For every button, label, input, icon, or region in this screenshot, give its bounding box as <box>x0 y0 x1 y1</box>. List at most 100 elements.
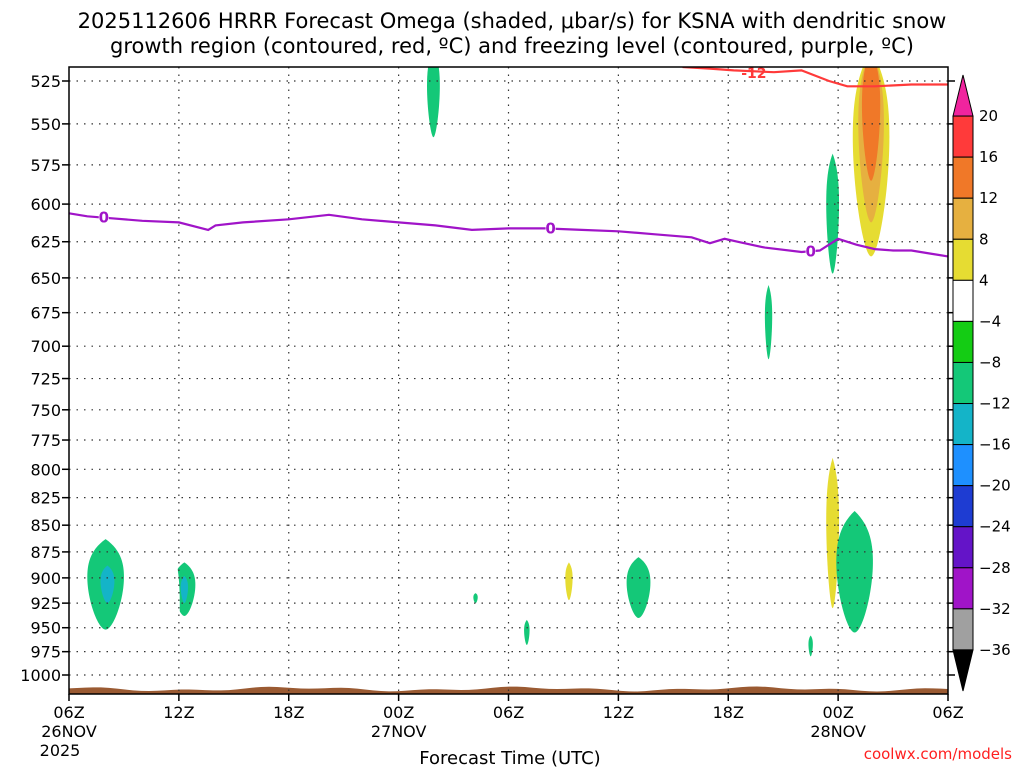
omega-region <box>180 575 189 604</box>
y-tick-label: 550 <box>30 115 61 134</box>
x-date-label: 28NOV <box>810 722 866 741</box>
x-date-label: 26NOV <box>41 722 97 741</box>
y-tick-label: 1000 <box>20 666 61 685</box>
omega-region <box>565 562 573 601</box>
colorbar-label: −24 <box>979 518 1011 536</box>
omega-region <box>904 577 912 614</box>
x-date-label: 27NOV <box>371 722 427 741</box>
x-tick-label: 18Z <box>273 703 304 722</box>
dendritic-growth-label: -12 <box>741 66 766 82</box>
x-tick-label: 06Z <box>53 703 84 722</box>
y-tick-label: 750 <box>30 401 61 420</box>
colorbar-label: 20 <box>979 107 998 125</box>
colorbar-segment <box>952 115 974 158</box>
y-tick-label: 700 <box>30 337 61 356</box>
omega-region <box>427 67 440 138</box>
x-year-label: 2025 <box>40 741 81 760</box>
omega-region <box>861 67 881 181</box>
omega-region <box>172 348 178 419</box>
colorbar-cap-bottom <box>952 649 974 692</box>
omega-region <box>826 457 840 609</box>
credit-text: coolwx.com/models <box>864 745 1012 763</box>
freezing-level-label: 0 <box>545 220 555 238</box>
freezing-level-line <box>68 212 949 258</box>
colorbar-label: −20 <box>979 477 1011 495</box>
colorbar-segment <box>952 156 974 199</box>
contour-layer: 0 0 0 -12 <box>68 66 949 260</box>
x-tick-label: 06Z <box>493 703 524 722</box>
omega-region <box>100 565 115 604</box>
y-tick-label: 675 <box>30 304 61 323</box>
y-tick-label: 775 <box>30 431 61 450</box>
colorbar-segment <box>952 444 974 487</box>
colorbar-label: 12 <box>979 189 998 207</box>
y-tick-label: 650 <box>30 269 61 288</box>
chart-title-line2: growth region (contoured, red, ºC) and f… <box>110 34 914 58</box>
colorbar-segment <box>952 403 974 446</box>
freezing-level-label-bg <box>805 244 816 258</box>
omega-region <box>836 510 873 633</box>
y-tick-label: 875 <box>30 543 61 562</box>
chart-title-line1: 2025112606 HRRR Forecast Omega (shaded, … <box>78 9 947 33</box>
colorbar-label: 4 <box>979 271 989 289</box>
y-tick-label: 600 <box>30 195 61 214</box>
colorbar-segment <box>952 567 974 610</box>
freezing-level-label-bg <box>98 210 109 224</box>
y-tick-label: 975 <box>30 643 61 662</box>
y-tick-label: 850 <box>30 516 61 535</box>
omega-region <box>473 593 478 604</box>
colorbar-label: −4 <box>979 312 1001 330</box>
omega-region <box>430 546 459 623</box>
dendritic-growth-line <box>682 67 948 88</box>
x-tick-label: 06Z <box>932 703 963 722</box>
y-tick-label: 900 <box>30 569 61 588</box>
freezing-level-label: 0 <box>805 242 815 260</box>
colorbar-label: −36 <box>979 641 1011 659</box>
omega-region <box>665 484 685 566</box>
x-tick-label: 00Z <box>822 703 853 722</box>
freezing-level-label-bg <box>545 221 556 235</box>
colorbar-segment <box>952 197 974 240</box>
x-tick-label: 12Z <box>603 703 634 722</box>
omega-region <box>481 508 495 573</box>
x-tick-label: 00Z <box>383 703 414 722</box>
omega-region <box>556 535 604 626</box>
colorbar-label: −32 <box>979 600 1011 618</box>
colorbar-segment <box>952 238 974 281</box>
omega-region <box>88 632 94 657</box>
x-tick-label: 18Z <box>713 703 744 722</box>
colorbar-segment <box>952 279 974 322</box>
omega-regions <box>87 67 912 675</box>
colorbar: 20 16 12 8 4 −4 −8 −12 −16 −20 −24 −28 −32 −36 <box>952 74 1011 692</box>
colorbar-segment <box>952 485 974 528</box>
y-tick-label: 800 <box>30 460 61 479</box>
colorbar-label: −12 <box>979 395 1011 413</box>
omega-region <box>764 284 773 360</box>
y-tick-label: 825 <box>30 489 61 508</box>
colorbar-label: 8 <box>979 230 989 248</box>
y-tick-label: 625 <box>30 233 61 252</box>
colorbar-segment <box>952 526 974 569</box>
omega-region <box>524 619 530 646</box>
colorbar-label: 16 <box>979 148 998 166</box>
colorbar-label: −28 <box>979 559 1011 577</box>
colorbar-segment <box>952 608 974 651</box>
x-axis-title: Forecast Time (UTC) <box>419 748 600 768</box>
colorbar-label: −8 <box>979 353 1001 371</box>
freezing-level-label: 0 <box>99 209 109 227</box>
y-tick-label: 575 <box>30 156 61 175</box>
omega-region <box>158 640 200 668</box>
colorbar-segment <box>952 361 974 405</box>
y-tick-label: 725 <box>30 370 61 389</box>
colorbar-segment <box>952 320 974 363</box>
colorbar-label: −16 <box>979 436 1011 454</box>
omega-shading-layer <box>87 67 912 675</box>
x-tick-label: 12Z <box>163 703 194 722</box>
omega-region <box>134 627 151 662</box>
y-tick-label: 950 <box>30 619 61 638</box>
y-axis: 525 550 575 600 625 650 675 700 725 750 775 800 825 8… <box>20 72 955 685</box>
y-tick-label: 925 <box>30 594 61 613</box>
y-tick-label: 525 <box>30 72 61 91</box>
